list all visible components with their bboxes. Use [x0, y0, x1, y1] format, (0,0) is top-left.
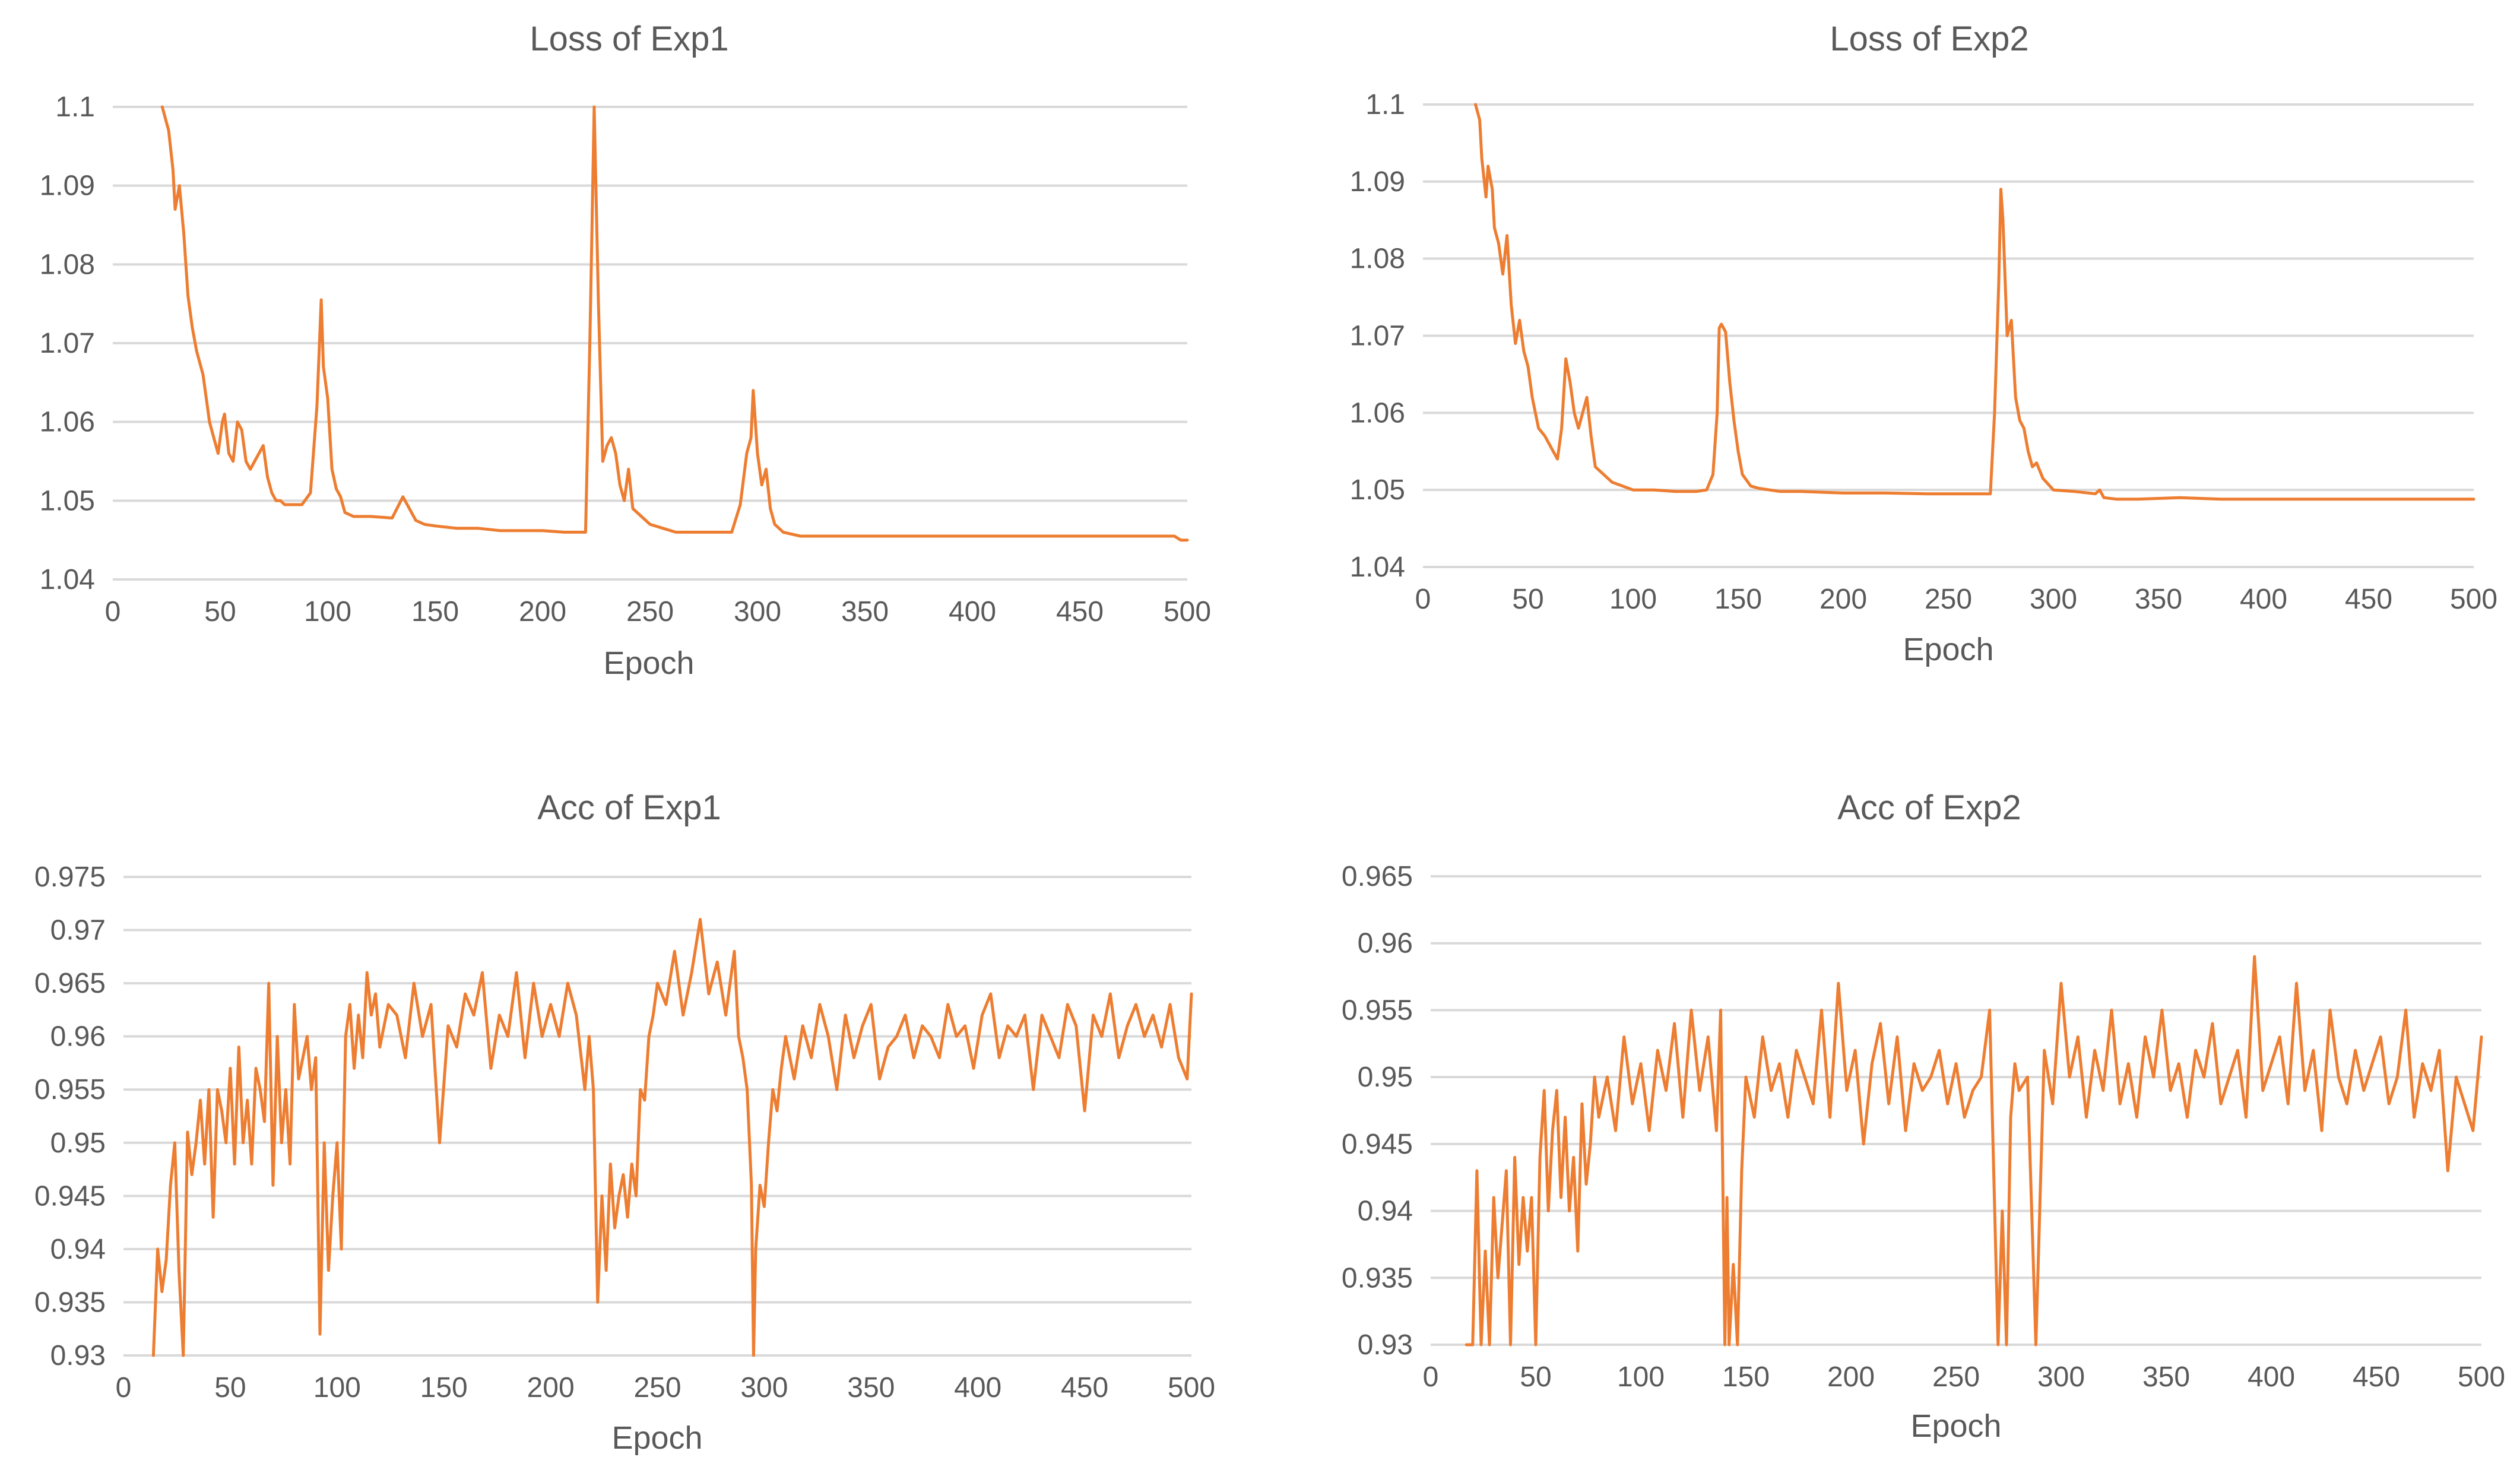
y-tick-label: 0.94 [50, 1234, 106, 1265]
x-tick-label: 50 [214, 1372, 246, 1404]
x-tick-label: 250 [633, 1372, 681, 1404]
x-tick-label: 450 [2353, 1361, 2400, 1393]
chart-title: Acc of Exp1 [537, 788, 721, 827]
chart-title: Loss of Exp1 [530, 20, 728, 58]
x-tick-label: 300 [2030, 584, 2077, 615]
x-tick-label: 450 [1056, 596, 1104, 628]
y-tick-label: 1.07 [40, 328, 95, 359]
x-tick-label: 0 [116, 1372, 132, 1404]
x-tick-label: 500 [2450, 584, 2497, 615]
y-tick-label: 1.07 [1350, 321, 1405, 352]
y-tick-label: 1.05 [40, 485, 95, 517]
y-tick-label: 0.935 [1342, 1262, 1413, 1294]
x-axis-label: Epoch [1903, 632, 1993, 667]
x-tick-label: 150 [420, 1372, 468, 1404]
x-tick-label: 200 [1820, 584, 1867, 615]
x-tick-label: 350 [841, 596, 889, 628]
x-tick-label: 250 [1925, 584, 1972, 615]
x-tick-label: 200 [527, 1372, 575, 1404]
x-tick-label: 100 [1609, 584, 1657, 615]
x-tick-label: 150 [1722, 1361, 1770, 1393]
y-tick-label: 1.1 [1365, 89, 1405, 121]
y-tick-label: 0.965 [1342, 861, 1413, 892]
y-tick-label: 1.08 [40, 249, 95, 280]
series-line [160, 105, 1189, 542]
x-tick-label: 100 [304, 596, 351, 628]
x-tick-label: 100 [1617, 1361, 1665, 1393]
x-tick-label: 0 [1415, 584, 1431, 615]
x-tick-label: 300 [2037, 1361, 2085, 1393]
x-axis-label: Epoch [603, 645, 694, 681]
x-tick-label: 250 [626, 596, 674, 628]
series-line [151, 918, 1193, 1357]
x-tick-label: 0 [1423, 1361, 1439, 1393]
x-tick-label: 50 [1520, 1361, 1551, 1393]
y-tick-label: 0.945 [34, 1180, 106, 1212]
x-tick-label: 50 [204, 596, 236, 628]
y-tick-label: 0.975 [34, 861, 106, 893]
y-tick-label: 0.935 [34, 1287, 106, 1318]
chart-acc-exp2: Acc of Exp2 0.93 0.935 0.94 0.945 0.95 0.955 0… [1342, 788, 2505, 1444]
chart-loss-exp2: Loss of Exp2 1.04 1.05 1.06 1.07 1.08 1.09 1.1… [1350, 20, 2497, 667]
chart-title: Loss of Exp2 [1830, 20, 2028, 58]
x-tick-label: 150 [411, 596, 459, 628]
y-tick-label: 1.06 [40, 407, 95, 438]
x-tick-label: 100 [313, 1372, 361, 1404]
x-tick-label: 400 [954, 1372, 1001, 1404]
y-tick-label: 0.945 [1342, 1129, 1413, 1160]
x-tick-label: 150 [1714, 584, 1762, 615]
chart-title: Acc of Exp2 [1837, 788, 2021, 827]
y-tick-label: 0.965 [34, 968, 106, 999]
y-tick-label: 1.06 [1350, 397, 1405, 429]
y-tick-label: 1.04 [1350, 552, 1405, 583]
x-tick-label: 500 [1168, 1372, 1215, 1404]
x-tick-label: 200 [519, 596, 566, 628]
y-tick-label: 0.95 [1358, 1062, 1413, 1093]
x-tick-label: 350 [847, 1372, 895, 1404]
x-tick-label: 0 [105, 596, 121, 628]
y-tick-label: 0.93 [50, 1340, 106, 1371]
x-tick-label: 400 [2248, 1361, 2295, 1393]
y-tick-label: 0.96 [50, 1021, 106, 1053]
x-tick-label: 400 [2240, 584, 2287, 615]
x-tick-label: 300 [734, 596, 781, 628]
chart-loss-exp1: Loss of Exp1 1.04 1.05 1.06 1.07 1.08 1.09 1.1… [40, 20, 1211, 681]
series-line [1474, 103, 2475, 501]
y-tick-label: 1.05 [1350, 474, 1405, 506]
x-tick-label: 50 [1512, 584, 1543, 615]
y-tick-label: 0.95 [50, 1127, 106, 1159]
y-tick-label: 1.08 [1350, 243, 1405, 275]
x-tick-label: 350 [2142, 1361, 2190, 1393]
x-tick-label: 200 [1827, 1361, 1875, 1393]
x-tick-label: 450 [1061, 1372, 1108, 1404]
y-tick-label: 0.96 [1358, 928, 1413, 959]
x-tick-label: 500 [2458, 1361, 2505, 1393]
x-tick-label: 450 [2345, 584, 2392, 615]
y-tick-label: 0.955 [1342, 994, 1413, 1026]
y-tick-label: 1.04 [40, 564, 95, 595]
x-axis-label: Epoch [1910, 1408, 2001, 1444]
y-tick-label: 0.955 [34, 1074, 106, 1105]
x-tick-label: 400 [949, 596, 996, 628]
y-tick-label: 0.97 [50, 915, 106, 946]
y-tick-label: 0.94 [1358, 1196, 1413, 1227]
y-tick-label: 0.93 [1358, 1329, 1413, 1361]
x-tick-label: 300 [740, 1372, 788, 1404]
y-tick-label: 1.1 [55, 91, 95, 123]
x-tick-label: 500 [1164, 596, 1211, 628]
chart-acc-exp1: Acc of Exp1 0.93 0.935 0.94 0.945 0.95 0.955 0… [34, 788, 1215, 1456]
x-tick-label: 250 [1932, 1361, 1980, 1393]
y-tick-label: 1.09 [40, 170, 95, 202]
series-line [1465, 955, 2483, 1347]
x-axis-label: Epoch [611, 1420, 702, 1456]
y-tick-label: 1.09 [1350, 166, 1405, 198]
x-tick-label: 350 [2135, 584, 2182, 615]
